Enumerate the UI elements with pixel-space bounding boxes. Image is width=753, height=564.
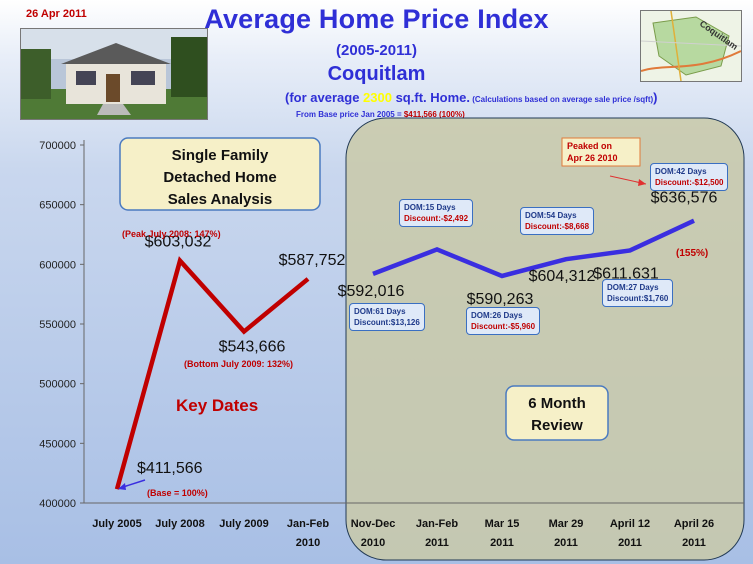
y-tick-label: 500000 bbox=[39, 379, 76, 391]
review-box bbox=[505, 385, 609, 441]
series-line bbox=[372, 218, 695, 279]
point-value-label: $636,576 bbox=[651, 190, 718, 207]
dom-callout: DOM:61 Days Discount:$13,126 bbox=[349, 303, 425, 331]
point-value-label: $611,631 bbox=[593, 265, 659, 282]
base-prefix: From Base price Jan 2005 = bbox=[296, 110, 404, 119]
y-tick-label: 400000 bbox=[39, 498, 76, 510]
peaked-on-line-1: Peaked on bbox=[567, 141, 612, 151]
series-line bbox=[114, 256, 310, 490]
callout-discount: Discount:-$12,500 bbox=[655, 178, 724, 187]
callout-discount: Discount:-$2,492 bbox=[404, 214, 469, 223]
point-value-label: $543,666 bbox=[219, 339, 286, 356]
callout-discount: Discount:$13,126 bbox=[354, 318, 420, 327]
point-value-label: $604,312 bbox=[529, 268, 596, 285]
base-value: $411,566 (100%) bbox=[403, 110, 465, 119]
dom-callout: DOM:54 Days Discount:-$8,668 bbox=[520, 207, 595, 235]
y-tick-label: 550000 bbox=[39, 319, 76, 331]
note-sqft: 2300 bbox=[363, 90, 392, 105]
chart-title: Average Home Price Index bbox=[204, 4, 549, 34]
base-annotation: (Base = 100%) bbox=[147, 488, 208, 498]
x-tick-label: July 2008 bbox=[155, 518, 205, 530]
y-tick-label: 650000 bbox=[39, 200, 76, 212]
note-suffix: sq.ft. Home. bbox=[391, 90, 470, 105]
analysis-line-3: Sales Analysis bbox=[168, 191, 273, 208]
point-value-label: $411,566 bbox=[137, 460, 203, 477]
y-tick-label: 600000 bbox=[39, 259, 76, 271]
x-tick-label: Jan-Feb bbox=[416, 518, 458, 530]
y-tick-label: 700000 bbox=[39, 140, 76, 152]
callout-dom: DOM:54 Days bbox=[525, 211, 577, 220]
city-name: Coquitlam bbox=[327, 63, 426, 85]
callout-dom: DOM:15 Days bbox=[404, 203, 456, 212]
x-tick-label: July 2009 bbox=[219, 518, 269, 530]
dom-callout: DOM:42 Days Discount:-$12,500 bbox=[650, 163, 729, 191]
y-tick-label: 450000 bbox=[39, 438, 76, 450]
dom-callout: DOM:27 Days Discount:$1,760 bbox=[602, 279, 674, 307]
x-tick-label: April 12 bbox=[610, 518, 650, 530]
chart-subtitle: (2005-2011) bbox=[336, 42, 417, 59]
x-tick-label-year: 2010 bbox=[296, 537, 320, 549]
house-photo bbox=[20, 28, 208, 120]
point-value-label: $587,752 bbox=[279, 252, 346, 269]
x-tick-label-year: 2011 bbox=[425, 537, 449, 549]
review-line-1: 6 Month bbox=[528, 395, 586, 412]
x-tick-label-year: 2010 bbox=[361, 537, 385, 549]
x-tick-label: April 26 bbox=[674, 518, 714, 530]
x-tick-label: Nov-Dec bbox=[351, 518, 396, 530]
point-value-label: $592,016 bbox=[338, 283, 405, 300]
review-line-2: Review bbox=[531, 417, 583, 434]
base-arrowhead bbox=[118, 483, 126, 490]
y-tick-labels: 400000 450000 500000 550000 600000 650000 7000… bbox=[39, 140, 84, 510]
callout-dom: DOM:27 Days bbox=[607, 283, 659, 292]
map-thumbnail: Coquitlam bbox=[640, 10, 742, 82]
key-dates-label: Key Dates bbox=[176, 396, 258, 415]
review-panel bbox=[345, 117, 745, 561]
analysis-box bbox=[119, 137, 321, 211]
base-price-note: From Base price Jan 2005 = $411,566 (100… bbox=[296, 110, 465, 119]
x-tick-label-year: 2011 bbox=[490, 537, 514, 549]
x-tick-label: July 2005 bbox=[92, 518, 142, 530]
callout-dom: DOM:61 Days bbox=[354, 307, 406, 316]
peaked-on-arrowhead bbox=[638, 179, 646, 186]
peaked-on-line-2: Apr 26 2010 bbox=[567, 153, 618, 163]
point-value-label: $590,263 bbox=[467, 291, 534, 308]
x-tick-label-year: 2011 bbox=[618, 537, 642, 549]
x-tick-label: Mar 15 bbox=[485, 518, 520, 530]
last-percent-annotation: (155%) bbox=[676, 248, 708, 259]
analysis-line-1: Single Family bbox=[172, 147, 269, 164]
peaked-on-box bbox=[561, 137, 641, 167]
report-date: 26 Apr 2011 bbox=[26, 8, 87, 20]
size-note: (for average 2300 sq.ft. Home. (Calculat… bbox=[285, 90, 658, 105]
bottom-annotation: (Bottom July 2009: 132%) bbox=[184, 359, 293, 369]
x-tick-label-year: 2011 bbox=[682, 537, 706, 549]
series-lines bbox=[114, 218, 695, 490]
callout-discount: Discount:-$5,960 bbox=[471, 322, 536, 331]
point-value-label: $603,032 bbox=[145, 234, 212, 251]
dom-callout: DOM:26 Days Discount:-$5,960 bbox=[466, 307, 541, 335]
x-tick-label: Mar 29 bbox=[549, 518, 584, 530]
note-prefix: (for average bbox=[285, 90, 364, 105]
peak-annotation: (Peak July 2008: 147%) bbox=[122, 229, 221, 239]
analysis-line-2: Detached Home bbox=[163, 169, 276, 186]
callout-dom: DOM:26 Days bbox=[471, 311, 523, 320]
note-calc: (Calculations based on average sale pric… bbox=[469, 95, 654, 104]
x-tick-label: Jan-Feb bbox=[287, 518, 329, 530]
callout-discount: Discount:-$8,668 bbox=[525, 222, 590, 231]
x-tick-label-year: 2011 bbox=[554, 537, 578, 549]
dom-callout: DOM:15 Days Discount:-$2,492 bbox=[399, 199, 474, 227]
note-close: ) bbox=[653, 90, 658, 105]
point-labels: $411,566 $603,032 $543,666 $587,752 $592,016… bbox=[137, 190, 717, 478]
callout-dom: DOM:42 Days bbox=[655, 167, 707, 176]
x-tick-labels: July 2005 July 2008 July 2009 Jan-Feb 2010 No… bbox=[92, 518, 714, 549]
callout-discount: Discount:$1,760 bbox=[607, 294, 669, 303]
